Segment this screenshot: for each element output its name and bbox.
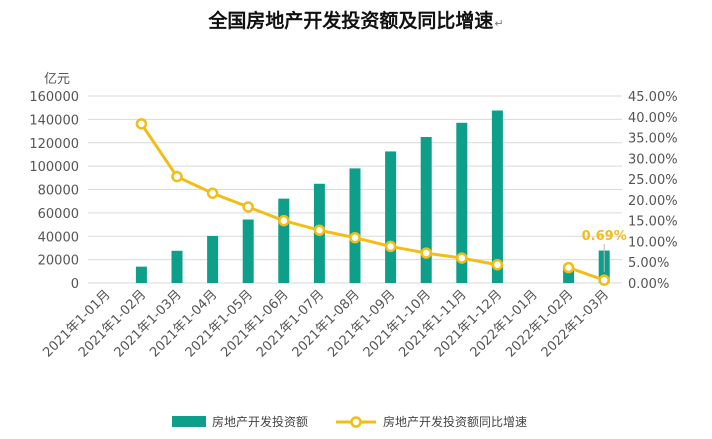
- bar: [385, 151, 397, 283]
- line-point: [242, 201, 254, 213]
- right-tick-label: 45.00%: [628, 90, 678, 105]
- line-point: [135, 118, 148, 130]
- chart-title: 全国房地产开发投资额及同比增速↵: [0, 6, 712, 33]
- line-segment: [175, 175, 215, 195]
- line-segment: [389, 244, 428, 255]
- left-tick-label: 0: [71, 277, 79, 292]
- line-point: [384, 240, 397, 253]
- bar: [491, 110, 503, 283]
- line-segment: [317, 228, 357, 240]
- line-point: [349, 231, 361, 244]
- line-point: [171, 170, 183, 183]
- line-series: 0.69%: [135, 118, 627, 286]
- legend-bar-swatch: [172, 416, 206, 427]
- chart-title-text: 全国房地产开发投资额及同比增速: [208, 10, 494, 32]
- line-segment: [282, 219, 321, 232]
- left-tick-label: 80000: [38, 184, 79, 199]
- left-tick-label: 40000: [38, 230, 79, 245]
- bar: [420, 136, 432, 283]
- bar-series: [135, 110, 610, 284]
- right-tick-label: 15.00%: [628, 215, 678, 230]
- line-point: [278, 214, 290, 227]
- left-tick-label: 20000: [38, 254, 79, 269]
- right-tick-label: 20.00%: [628, 194, 678, 209]
- legend: 房地产开发投资额 房地产开发投资额同比增速: [172, 414, 527, 429]
- bar: [563, 266, 575, 283]
- right-tick-label: 30.00%: [628, 152, 678, 167]
- line-segment: [211, 191, 250, 209]
- line-point: [206, 187, 219, 199]
- line-point: [313, 224, 326, 236]
- bar: [456, 122, 468, 284]
- left-tick-label: 60000: [38, 207, 79, 222]
- bar: [278, 198, 290, 283]
- line-point: [562, 261, 575, 274]
- line-point: [456, 252, 468, 264]
- right-tick-label: 40.00%: [628, 111, 678, 126]
- left-tick-label: 140000: [29, 113, 79, 128]
- line-segment: [353, 236, 393, 248]
- line-point: [491, 258, 504, 271]
- line-point: [420, 247, 432, 259]
- right-tick-label: 10.00%: [628, 235, 678, 250]
- legend-bar-label: 房地产开发投资额: [212, 414, 308, 429]
- bar: [171, 250, 183, 283]
- right-tick-label: 25.00%: [628, 173, 678, 188]
- annotation-label: 0.69%: [582, 229, 627, 244]
- legend-line-label: 房地产开发投资额同比增速: [383, 414, 527, 429]
- bar: [207, 235, 219, 283]
- right-tick-label: 0.00%: [628, 277, 669, 292]
- line-segment: [424, 251, 464, 260]
- title-return-mark: ↵: [494, 17, 504, 30]
- right-tick-label: 35.00%: [628, 132, 678, 147]
- left-tick-label: 160000: [29, 90, 79, 105]
- line-segment: [567, 266, 606, 282]
- line-segment: [460, 256, 499, 267]
- line-point: [598, 274, 610, 286]
- left-tick-label: 100000: [29, 160, 79, 175]
- line-segment: [246, 205, 286, 223]
- legend-line-marker: [350, 416, 362, 428]
- right-tick-label: 5.00%: [628, 256, 669, 271]
- y-unit-label: 亿元: [44, 72, 70, 87]
- bar: [349, 168, 361, 283]
- bar: [135, 266, 147, 283]
- left-tick-label: 120000: [29, 137, 79, 152]
- bar: [242, 219, 254, 283]
- line-segment: [139, 122, 179, 179]
